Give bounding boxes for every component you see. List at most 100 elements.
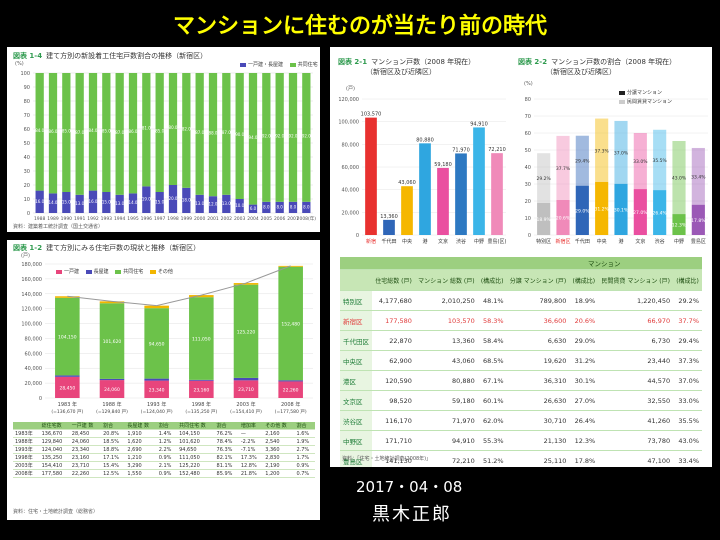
- chart1-x-tick: 1996: [141, 216, 153, 222]
- chart1-bar-apartment: [128, 73, 138, 194]
- chart2-bar-segment: [55, 375, 80, 377]
- chart1-data-label: 86.0: [49, 129, 58, 134]
- table-cell: 24,060: [69, 437, 102, 446]
- chart2-data-label: 94,650: [149, 341, 165, 347]
- chart1-data-label: 14.0: [129, 200, 138, 205]
- table-cell: 6,630: [506, 330, 570, 351]
- table-cell: 20.6%: [569, 310, 599, 331]
- chart4-data-label: 27.0%: [633, 210, 648, 216]
- chart1-data-label: 8.0: [303, 204, 310, 209]
- table-cell: 135,250: [39, 453, 70, 462]
- table-cell: 23,160: [69, 453, 102, 462]
- chart3-y-tick: 40,000: [342, 188, 360, 194]
- table-cell: 36,600: [506, 310, 570, 331]
- table-cell: 30,710: [506, 410, 570, 431]
- chart1-data-label: 18.0: [182, 197, 191, 202]
- chart1-data-label: 94.0: [249, 135, 258, 140]
- chart1-data-label: 13.0: [75, 201, 84, 206]
- table-cell: 47,100: [598, 450, 674, 467]
- table-cell: 2,160: [263, 429, 295, 438]
- table-cell: 中央区: [340, 350, 373, 371]
- table-cell: 12.5%: [101, 469, 126, 478]
- chart4-bar-owned: [537, 202, 551, 235]
- table-cell: 66,970: [598, 310, 674, 331]
- chart1-y-tick: 10: [24, 197, 30, 203]
- chart4-bar-rental: [614, 120, 628, 184]
- chart1-data-label: 85.0: [102, 129, 111, 134]
- chart4-data-label: 37.3%: [595, 148, 610, 154]
- chart1-data-label: 8.0: [276, 204, 283, 209]
- table-cell: 59,180: [414, 390, 478, 411]
- chart3-data-label: 43,060: [398, 180, 416, 186]
- chart4-bar-rental: [537, 153, 551, 203]
- chart2-y-tick: 140,000: [21, 292, 42, 298]
- table-cell: 渋谷区: [340, 410, 373, 431]
- chart1-bar-detached: [262, 201, 271, 213]
- chart1-bar-detached: [115, 194, 124, 213]
- chart1-x-tick: 1995: [127, 216, 139, 222]
- chart1-data-label: 92.0: [275, 133, 284, 138]
- table3-footnote: 資料：「住宅・土地統計調査(2008年)」: [342, 456, 432, 462]
- chart1-data-label: 81.0: [142, 126, 151, 131]
- chart2-bar-segment: [99, 301, 125, 304]
- table-cell: 154,410: [39, 461, 70, 470]
- table3: マンション 住宅総数 (戸) マンション 総数 (戸) (構成比) 分譲 マンション (…: [340, 257, 702, 467]
- chart4-y-tick: 30: [525, 182, 531, 188]
- table3-header: (構成比): [569, 269, 599, 291]
- chart1-ylabel: (%): [15, 61, 24, 67]
- chart1-data-label: 13.0: [222, 201, 231, 206]
- table-cell: 4,177,680: [372, 290, 415, 311]
- table-cell: 25,110: [506, 450, 570, 467]
- table-cell: 60.1%: [477, 390, 507, 411]
- table-row: 文京区 98,520 59,180 60.1% 26,630 27.0% 32,550 33.…: [340, 390, 702, 411]
- chart1-y-tick: 90: [24, 85, 30, 91]
- chart3-svg: 120,000 100,000 80,000 60,000 40,000 20,000 0 1…: [338, 97, 506, 245]
- chart1-bar-apartment: [222, 73, 231, 195]
- chart1-y-tick: 30: [24, 169, 30, 175]
- table-cell: 0.9%: [294, 461, 315, 470]
- chart2-bar-segment: [144, 380, 169, 398]
- table-cell: 1998年: [13, 453, 40, 462]
- chart2-ylabel: (戸): [21, 253, 30, 259]
- chart4-x-tick: 渋谷: [655, 238, 665, 245]
- table-cell: 13,360: [414, 330, 478, 351]
- table-cell: 15.4%: [101, 461, 126, 470]
- chart2-data-label: 23,160: [193, 387, 209, 393]
- chart2-table-header: 長屋建 数: [125, 422, 157, 430]
- chart1-bar-apartment: [48, 73, 58, 194]
- chart1-x-tick: 2007: [287, 216, 299, 222]
- chart2-bar-segment: [189, 379, 214, 381]
- chart2-x-total: (=129,840 戸): [96, 409, 128, 415]
- table-cell: 73,780: [598, 430, 674, 451]
- chart2-y-tick: 0: [39, 396, 42, 402]
- chart2-bar-segment: [233, 284, 259, 378]
- table-cell: 136,670: [39, 429, 70, 438]
- chart1-bar-apartment: [115, 73, 124, 195]
- chart4-subtitle: （新宿区及び近隣区）: [546, 68, 616, 76]
- chart1-bar-detached: [35, 190, 44, 213]
- slide-date: 2017・04・08: [356, 478, 463, 496]
- table-row: 中央区 62,900 43,060 68.5% 19,620 31.2% 23,440 37.…: [340, 350, 702, 371]
- chart4-data-label: 29.2%: [537, 176, 552, 182]
- table-cell: 2,540: [263, 437, 295, 446]
- table-cell: 116,170: [372, 410, 415, 431]
- table-cell: 2,010,250: [414, 290, 478, 311]
- chart1-bar-detached: [288, 201, 298, 213]
- chart3-bar: [473, 127, 485, 235]
- table-cell: 文京区: [340, 390, 373, 411]
- chart2-bar-segment: [55, 297, 80, 376]
- chart1-bar-apartment: [142, 73, 151, 187]
- chart1-bar-detached: [128, 193, 138, 213]
- chart4-x-tick: 千代田: [575, 238, 590, 245]
- table-cell: 152,480: [177, 469, 215, 478]
- chart4-data-label: 18.9%: [537, 217, 552, 223]
- chart3-bar: [491, 153, 503, 235]
- chart1-bar-detached: [102, 192, 111, 213]
- chart3-y-tick: 120,000: [338, 97, 359, 103]
- chart1-data-label: 80.0: [169, 125, 178, 130]
- table-row: 1998年 135,250 23,160 17.1% 1,210 0.9% 111,050 8…: [13, 453, 315, 462]
- chart4-bar-owned: [575, 185, 589, 235]
- table-cell: 101,620: [177, 437, 215, 446]
- chart4-ylabel: (%): [524, 81, 533, 87]
- table-cell: 43,060: [414, 350, 478, 371]
